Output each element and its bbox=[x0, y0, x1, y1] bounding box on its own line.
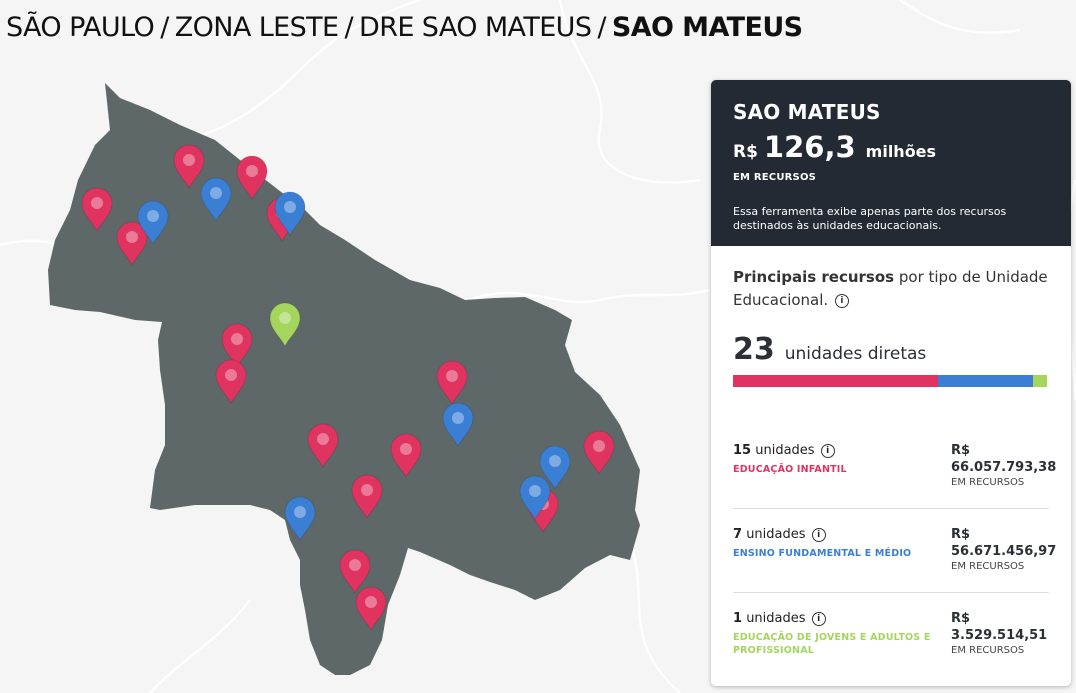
map-pin-icon-infantil[interactable] bbox=[215, 359, 247, 405]
amount-value: 126,3 bbox=[763, 130, 856, 164]
distribution-segment-eja bbox=[1033, 375, 1047, 387]
map-pin-icon-infantil[interactable] bbox=[351, 474, 383, 520]
map-pin-icon-fundamental[interactable] bbox=[274, 191, 306, 237]
total-amount: R$ 126,3 milhões bbox=[733, 130, 1049, 164]
info-panel: SAO MATEUS R$ 126,3 milhões EM RECURSOS … bbox=[711, 80, 1071, 686]
row-value: 66.057.793,38 bbox=[951, 460, 1057, 475]
map-pin-icon-fundamental[interactable] bbox=[442, 402, 474, 448]
map-pin-icon-infantil[interactable] bbox=[355, 586, 387, 632]
panel-body: Principais recursos por tipo de Unidade … bbox=[711, 246, 1071, 677]
row-count: 1 unidades i bbox=[733, 611, 938, 626]
row-caption: EM RECURSOS bbox=[951, 561, 1025, 572]
map-pin-icon-fundamental[interactable] bbox=[539, 445, 571, 491]
map-pin-icon-fundamental[interactable] bbox=[519, 475, 551, 521]
row-type: EDUCAÇÃO INFANTIL bbox=[733, 464, 847, 475]
row-currency: R$ bbox=[951, 443, 971, 458]
row-value: 3.529.514,51 bbox=[951, 628, 1048, 643]
category-row-infantil[interactable]: 15 unidades i EDUCAÇÃO INFANTIL R$ 66.05… bbox=[733, 425, 1057, 509]
row-currency: R$ bbox=[951, 527, 971, 542]
map-pin-icon-infantil[interactable] bbox=[390, 433, 422, 479]
category-list: 15 unidades i EDUCAÇÃO INFANTIL R$ 66.05… bbox=[733, 425, 1057, 677]
row-caption: EM RECURSOS bbox=[951, 645, 1025, 656]
row-type: ENSINO FUNDAMENTAL E MÉDIO bbox=[733, 548, 912, 559]
units-label: unidades diretas bbox=[784, 344, 927, 364]
breadcrumb-dre[interactable]: DRE SAO MATEUS bbox=[359, 12, 592, 43]
info-icon[interactable]: i bbox=[811, 611, 826, 626]
row-value: 56.671.456,97 bbox=[951, 544, 1057, 559]
school-markers bbox=[81, 144, 615, 632]
intro-rest: por tipo de Unidade Educacional. bbox=[733, 268, 1048, 309]
category-row-fundamental[interactable]: 7 unidades i ENSINO FUNDAMENTAL E MÉDIO … bbox=[733, 509, 1057, 593]
distribution-bar bbox=[733, 375, 1047, 387]
units-count: 23 bbox=[733, 332, 775, 367]
info-icon[interactable]: i bbox=[834, 293, 849, 308]
breadcrumb-separator: / bbox=[344, 12, 354, 43]
panel-header: SAO MATEUS R$ 126,3 milhões EM RECURSOS … bbox=[711, 80, 1071, 246]
disclaimer-note: Essa ferramenta exibe apenas parte dos r… bbox=[733, 205, 1007, 232]
row-currency: R$ bbox=[951, 611, 971, 626]
amount-unit: milhões bbox=[865, 142, 937, 161]
map-pin-icon-infantil[interactable] bbox=[173, 144, 205, 190]
row-count: 15 unidades i bbox=[733, 443, 938, 458]
map-pin-icon-fundamental[interactable] bbox=[200, 177, 232, 223]
amount-currency: R$ bbox=[733, 142, 758, 162]
map-pin-icon-infantil[interactable] bbox=[436, 360, 468, 406]
intro-text: Principais recursos por tipo de Unidade … bbox=[733, 266, 1049, 312]
row-type: EDUCAÇÃO DE JOVENS E ADULTOS E PROFISSIO… bbox=[733, 632, 931, 656]
distribution-segment-infantil bbox=[733, 375, 938, 387]
category-row-eja[interactable]: 1 unidades i EDUCAÇÃO DE JOVENS E ADULTO… bbox=[733, 593, 1049, 677]
row-caption: EM RECURSOS bbox=[951, 477, 1025, 488]
intro-bold: Principais recursos bbox=[733, 268, 895, 286]
breadcrumb-separator: / bbox=[160, 12, 169, 43]
breadcrumb-sao-paulo[interactable]: SÃO PAULO bbox=[6, 12, 155, 43]
info-icon[interactable]: i bbox=[811, 527, 826, 542]
map-pin-icon-infantil[interactable] bbox=[339, 549, 371, 595]
distribution-segment-fundamental bbox=[937, 375, 1034, 387]
breadcrumb: SÃO PAULO / ZONA LESTE / DRE SAO MATEUS / SAO … bbox=[6, 12, 803, 43]
map-pin-icon-infantil[interactable] bbox=[583, 430, 615, 476]
units-summary: 23 unidades diretas bbox=[733, 332, 1049, 367]
breadcrumb-current: SAO MATEUS bbox=[611, 12, 803, 43]
amount-caption: EM RECURSOS bbox=[733, 172, 817, 183]
region-sao-mateus[interactable] bbox=[48, 83, 640, 675]
map-pin-icon-infantil[interactable] bbox=[236, 155, 268, 201]
map-pin-icon-fundamental[interactable] bbox=[137, 200, 169, 246]
info-icon[interactable]: i bbox=[820, 443, 835, 458]
map-pin-icon-fundamental[interactable] bbox=[284, 496, 316, 542]
panel-title: SAO MATEUS bbox=[733, 100, 881, 124]
map-pin-icon-eja[interactable] bbox=[269, 302, 301, 348]
map-pin-icon-infantil[interactable] bbox=[116, 221, 148, 267]
breadcrumb-zona-leste[interactable]: ZONA LESTE bbox=[174, 12, 339, 43]
map-pin-icon-infantil[interactable] bbox=[221, 323, 253, 369]
map-pin-icon-infantil[interactable] bbox=[81, 187, 113, 233]
breadcrumb-separator: / bbox=[597, 12, 606, 43]
map-pin-icon-infantil[interactable] bbox=[307, 423, 339, 469]
row-count: 7 unidades i bbox=[733, 527, 938, 542]
